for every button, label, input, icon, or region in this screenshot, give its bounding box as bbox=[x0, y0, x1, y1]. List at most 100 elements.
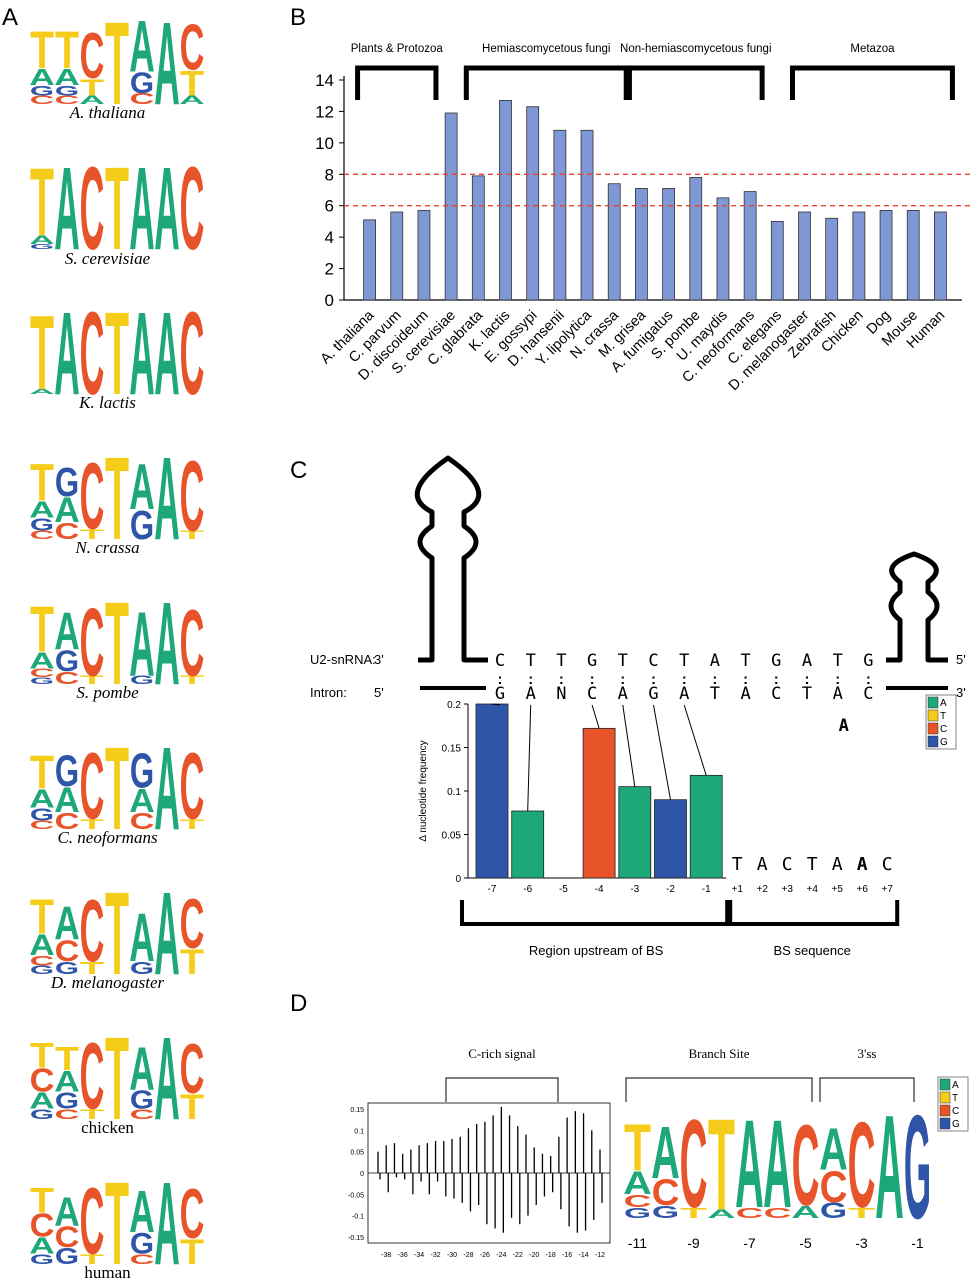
bs-base: A bbox=[832, 854, 843, 875]
species-label-8: human bbox=[84, 1263, 131, 1282]
logo-letter: C bbox=[80, 445, 105, 550]
intron-base: C bbox=[587, 684, 597, 704]
d-logo-letter: T bbox=[708, 1092, 735, 1238]
c-x-tick-label: -3 bbox=[630, 884, 639, 895]
d-logo-position: -9 bbox=[687, 1235, 700, 1251]
logo-letter: G bbox=[30, 243, 54, 251]
logo-letter: T bbox=[30, 147, 54, 256]
c-y-tick-label: 0 bbox=[455, 874, 461, 885]
bar-13 bbox=[716, 197, 730, 301]
logo-letter: G bbox=[30, 963, 54, 976]
bs-bracket bbox=[725, 900, 900, 926]
bar-9 bbox=[607, 183, 621, 301]
bs-base: T bbox=[732, 854, 743, 875]
logo-letter: C bbox=[30, 819, 55, 832]
logo-letter: G bbox=[55, 1087, 79, 1113]
y-tick-label: 8 bbox=[325, 165, 334, 184]
intron-base: T bbox=[802, 684, 812, 704]
panel-c-letter: C bbox=[290, 457, 308, 484]
d-x-tick-label: -30 bbox=[447, 1252, 457, 1259]
d-logo-letter: A bbox=[763, 1094, 792, 1234]
logo-letter: A bbox=[54, 288, 79, 419]
u2-5prime: 5' bbox=[956, 652, 966, 667]
bar-16 bbox=[798, 211, 811, 301]
branch-point-a: A bbox=[839, 716, 849, 736]
logo-letter: T bbox=[180, 1232, 204, 1272]
legend-label: T bbox=[940, 711, 946, 722]
pair-mark: : bbox=[835, 671, 840, 688]
u2-base: T bbox=[740, 651, 750, 671]
logo-letter: C bbox=[55, 668, 80, 688]
species-label-5: C. neoformans bbox=[57, 828, 158, 847]
c-connector bbox=[683, 704, 707, 776]
c-connector bbox=[491, 703, 501, 706]
group-label: Plants & Protozoa bbox=[351, 43, 444, 55]
c-bar bbox=[618, 786, 652, 879]
d-logo-letter: C bbox=[624, 1192, 652, 1212]
logo-letter: T bbox=[55, 1040, 79, 1077]
c-bar bbox=[654, 799, 687, 879]
logo-letter: T bbox=[180, 942, 204, 982]
intron-base: A bbox=[833, 684, 843, 704]
d-x-tick-label: -20 bbox=[529, 1252, 539, 1259]
u2-label: U2-snRNA: bbox=[310, 652, 376, 667]
species-label-7: chicken bbox=[81, 1118, 134, 1137]
logo-letter: A bbox=[54, 781, 79, 820]
u2-3prime: 3' bbox=[374, 652, 384, 667]
logo-letter: C bbox=[30, 94, 55, 107]
logo-letter: G bbox=[130, 673, 154, 686]
logo-letter: A bbox=[29, 648, 54, 674]
logo-letter: G bbox=[30, 1252, 54, 1268]
pair-mark: : bbox=[774, 671, 779, 688]
bs-base: C bbox=[782, 854, 793, 875]
logo-letter: C bbox=[80, 589, 105, 697]
u2-base: T bbox=[556, 651, 566, 671]
group-bracket bbox=[355, 65, 439, 100]
bs-label: BS sequence bbox=[774, 943, 851, 958]
logo-letter: A bbox=[154, 288, 179, 419]
c-y-tick-label: 0.2 bbox=[447, 700, 461, 711]
logo-letter: C bbox=[55, 94, 80, 107]
y-tick-label: 10 bbox=[315, 134, 334, 153]
logo-letter: T bbox=[30, 293, 54, 411]
legend-label: C bbox=[940, 724, 947, 735]
legend-label: G bbox=[940, 737, 948, 748]
logo-letter: T bbox=[180, 1087, 204, 1127]
logo-letter: A bbox=[54, 143, 79, 274]
c-x-tick-label: -5 bbox=[559, 884, 568, 895]
c-x-tick-label: -4 bbox=[595, 884, 604, 895]
u2-base: G bbox=[863, 651, 873, 671]
d-logo-letter: G bbox=[652, 1202, 679, 1222]
bar-2 bbox=[417, 210, 431, 301]
logo-letter: A bbox=[79, 93, 104, 106]
species-label-6: D. melanogaster bbox=[50, 973, 165, 992]
bs-position: +2 bbox=[756, 884, 768, 895]
u2-stem-loop-left bbox=[414, 455, 488, 663]
intron-base: T bbox=[710, 684, 720, 704]
d-logo-letter: C bbox=[764, 1205, 792, 1221]
logo-letter: T bbox=[80, 674, 104, 687]
d-y-tick-label: 0.1 bbox=[354, 1128, 364, 1135]
d-logo-letter: C bbox=[792, 1102, 820, 1231]
d-x-tick-label: -26 bbox=[480, 1252, 490, 1259]
d-x-tick-label: -14 bbox=[578, 1252, 588, 1259]
logo-letter: A bbox=[29, 233, 54, 246]
bar-8 bbox=[580, 129, 594, 301]
logo-letter: G bbox=[55, 83, 79, 99]
u2-base: T bbox=[618, 651, 628, 671]
logo-letter: A bbox=[129, 900, 154, 977]
logo-letter: T bbox=[80, 958, 105, 978]
logo-letter: T bbox=[80, 1252, 104, 1268]
logo-letter: C bbox=[80, 143, 105, 275]
logo-letter: G bbox=[30, 83, 54, 99]
logo-letter: A bbox=[179, 93, 204, 106]
logo-letter: A bbox=[129, 143, 154, 274]
intron-base: C bbox=[771, 684, 781, 704]
legend-swatch bbox=[939, 1078, 951, 1091]
logo-letter: G bbox=[130, 502, 154, 548]
logo-letter: C bbox=[180, 143, 205, 275]
logo-letter: C bbox=[80, 288, 105, 420]
